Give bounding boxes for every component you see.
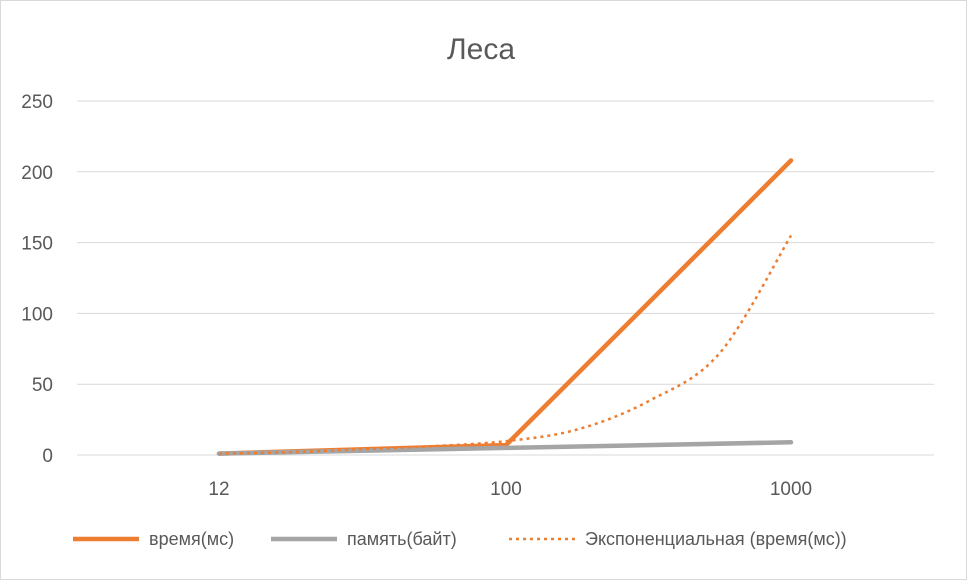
gridlines (77, 100, 934, 456)
y-tick-label: 250 (21, 92, 53, 113)
x-tick-label: 1000 (770, 479, 812, 500)
y-axis-ticks: 0 50 100 150 200 250 (21, 92, 53, 467)
y-tick-label: 50 (32, 375, 53, 396)
x-axis-ticks: 12 100 1000 (208, 479, 812, 500)
y-tick-label: 200 (21, 163, 53, 184)
chart-title: Леса (447, 33, 515, 66)
legend-label: память(байт) (347, 529, 457, 549)
legend: время(мс) память(байт) Экспоненциальная (в… (73, 529, 847, 549)
y-tick-label: 150 (21, 234, 53, 255)
series-line-2 (218, 234, 793, 455)
series-line-0 (216, 158, 794, 456)
x-tick-label: 100 (490, 479, 522, 500)
x-tick-label: 12 (208, 479, 229, 500)
legend-label: время(мс) (149, 529, 234, 549)
plot-area (216, 158, 794, 456)
legend-label: Экспоненциальная (время(мс)) (585, 529, 847, 549)
y-tick-label: 0 (42, 446, 53, 467)
y-tick-label: 100 (21, 304, 53, 325)
